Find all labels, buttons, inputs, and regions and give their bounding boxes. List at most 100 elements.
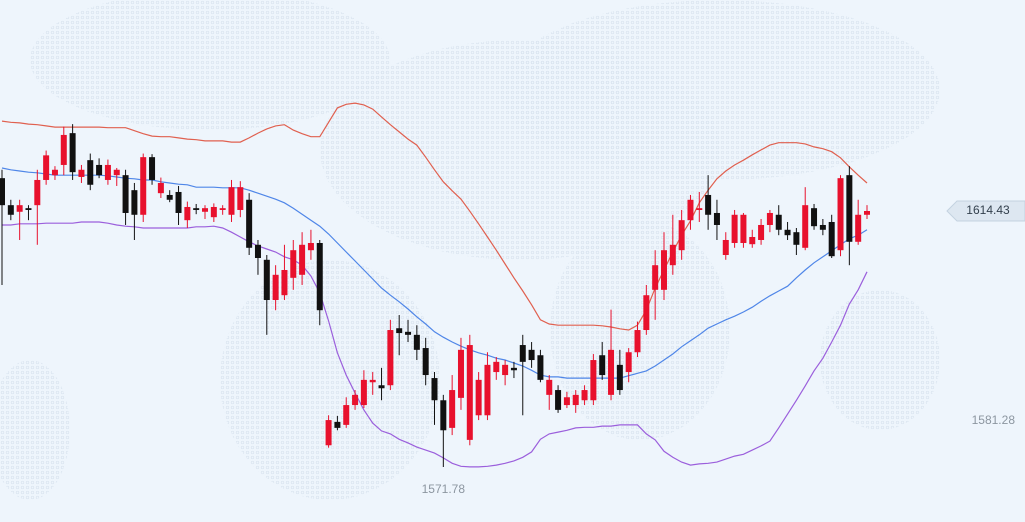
candle-body	[343, 405, 350, 425]
candle-body	[466, 345, 473, 440]
candle-body	[60, 134, 67, 165]
band-line	[2, 221, 868, 468]
candle-body	[69, 133, 76, 173]
candle-body	[16, 205, 23, 212]
candle-body	[219, 208, 226, 210]
candle-body	[502, 364, 509, 376]
candle-body	[643, 295, 650, 331]
plot-area: 1581.28 1571.78 1614.43	[0, 102, 1025, 496]
candle-body	[369, 379, 376, 383]
candle-body	[140, 157, 147, 215]
candle-body	[722, 239, 729, 255]
candle-body	[475, 379, 482, 416]
candle-body	[290, 250, 297, 278]
candle-body	[210, 206, 217, 218]
candle-body	[78, 169, 85, 177]
candle-body	[87, 160, 94, 185]
candle-body	[228, 187, 235, 215]
candle-body	[457, 349, 464, 398]
candle-body	[246, 199, 253, 248]
candle-body	[731, 214, 738, 243]
candle-body	[316, 242, 323, 311]
candle-body	[669, 244, 676, 266]
candle-body	[855, 214, 862, 242]
candle-body	[440, 400, 447, 431]
candle-body	[528, 349, 535, 361]
candle-body	[43, 155, 50, 180]
candle-body	[802, 205, 809, 248]
candle-body	[784, 229, 791, 236]
candle-body	[590, 360, 597, 401]
candle-body	[254, 244, 261, 258]
candle-body	[449, 390, 456, 428]
candle-body	[599, 355, 606, 376]
map-background	[0, 0, 940, 500]
candle-body	[563, 397, 570, 406]
y-tick-label: 1581.28	[972, 413, 1016, 427]
candle-body	[157, 182, 164, 194]
candle-body	[510, 367, 517, 371]
candle-body	[431, 378, 438, 401]
candle-body	[705, 194, 712, 215]
candle-body	[713, 212, 720, 225]
candle-body	[405, 331, 412, 335]
candle-body	[7, 205, 14, 215]
candle-body	[281, 270, 288, 296]
candle-body	[378, 385, 385, 389]
candle-body	[546, 379, 553, 395]
candle-body	[237, 187, 244, 210]
candle-body	[864, 210, 870, 215]
candle-body	[793, 232, 800, 245]
candle-body	[819, 224, 826, 230]
candle-body	[634, 330, 641, 353]
last-price-label: 1614.43	[966, 203, 1010, 217]
candle-body	[51, 169, 58, 176]
candle-body	[131, 190, 138, 215]
candle-body	[811, 208, 818, 227]
candle-body	[652, 265, 659, 290]
candle-body	[272, 274, 279, 301]
candle-body	[352, 394, 359, 406]
candle-body	[334, 421, 341, 428]
candle-body	[25, 208, 32, 210]
candle-body	[687, 199, 694, 221]
candle-body	[484, 364, 491, 416]
candle-body	[758, 224, 765, 240]
candle-body	[555, 390, 562, 410]
candle-body	[184, 206, 191, 221]
candle-body	[113, 169, 120, 176]
candle-body	[422, 348, 429, 376]
candle-body	[202, 208, 209, 212]
candle-body	[263, 259, 270, 301]
candle-body	[175, 191, 182, 213]
candle-body	[519, 345, 526, 362]
candle-body	[493, 361, 500, 373]
candle-body	[846, 175, 853, 242]
candle-body	[360, 379, 367, 406]
candle-body	[104, 164, 111, 180]
candle-body	[34, 179, 41, 206]
candle-body	[608, 349, 615, 395]
candle-body	[660, 250, 667, 290]
candle-body	[740, 214, 747, 243]
candle-body	[837, 178, 844, 251]
candle-body	[616, 364, 623, 391]
candle-body	[413, 334, 420, 350]
candle-body	[625, 352, 632, 373]
candle-body	[775, 214, 782, 230]
candle-body	[325, 420, 332, 446]
candle-body	[122, 175, 129, 213]
candle-body	[387, 330, 394, 386]
low-price-label: 1571.78	[422, 482, 466, 496]
last-price-tag	[946, 200, 1025, 222]
candle-body	[193, 208, 200, 210]
candle-body	[166, 194, 173, 200]
candle-body	[149, 157, 156, 180]
candle-body	[96, 164, 103, 176]
candle-body	[537, 355, 544, 380]
candle-body	[766, 212, 773, 225]
band-line	[1, 102, 868, 331]
candle-body	[581, 390, 588, 401]
candle-body	[572, 394, 579, 406]
